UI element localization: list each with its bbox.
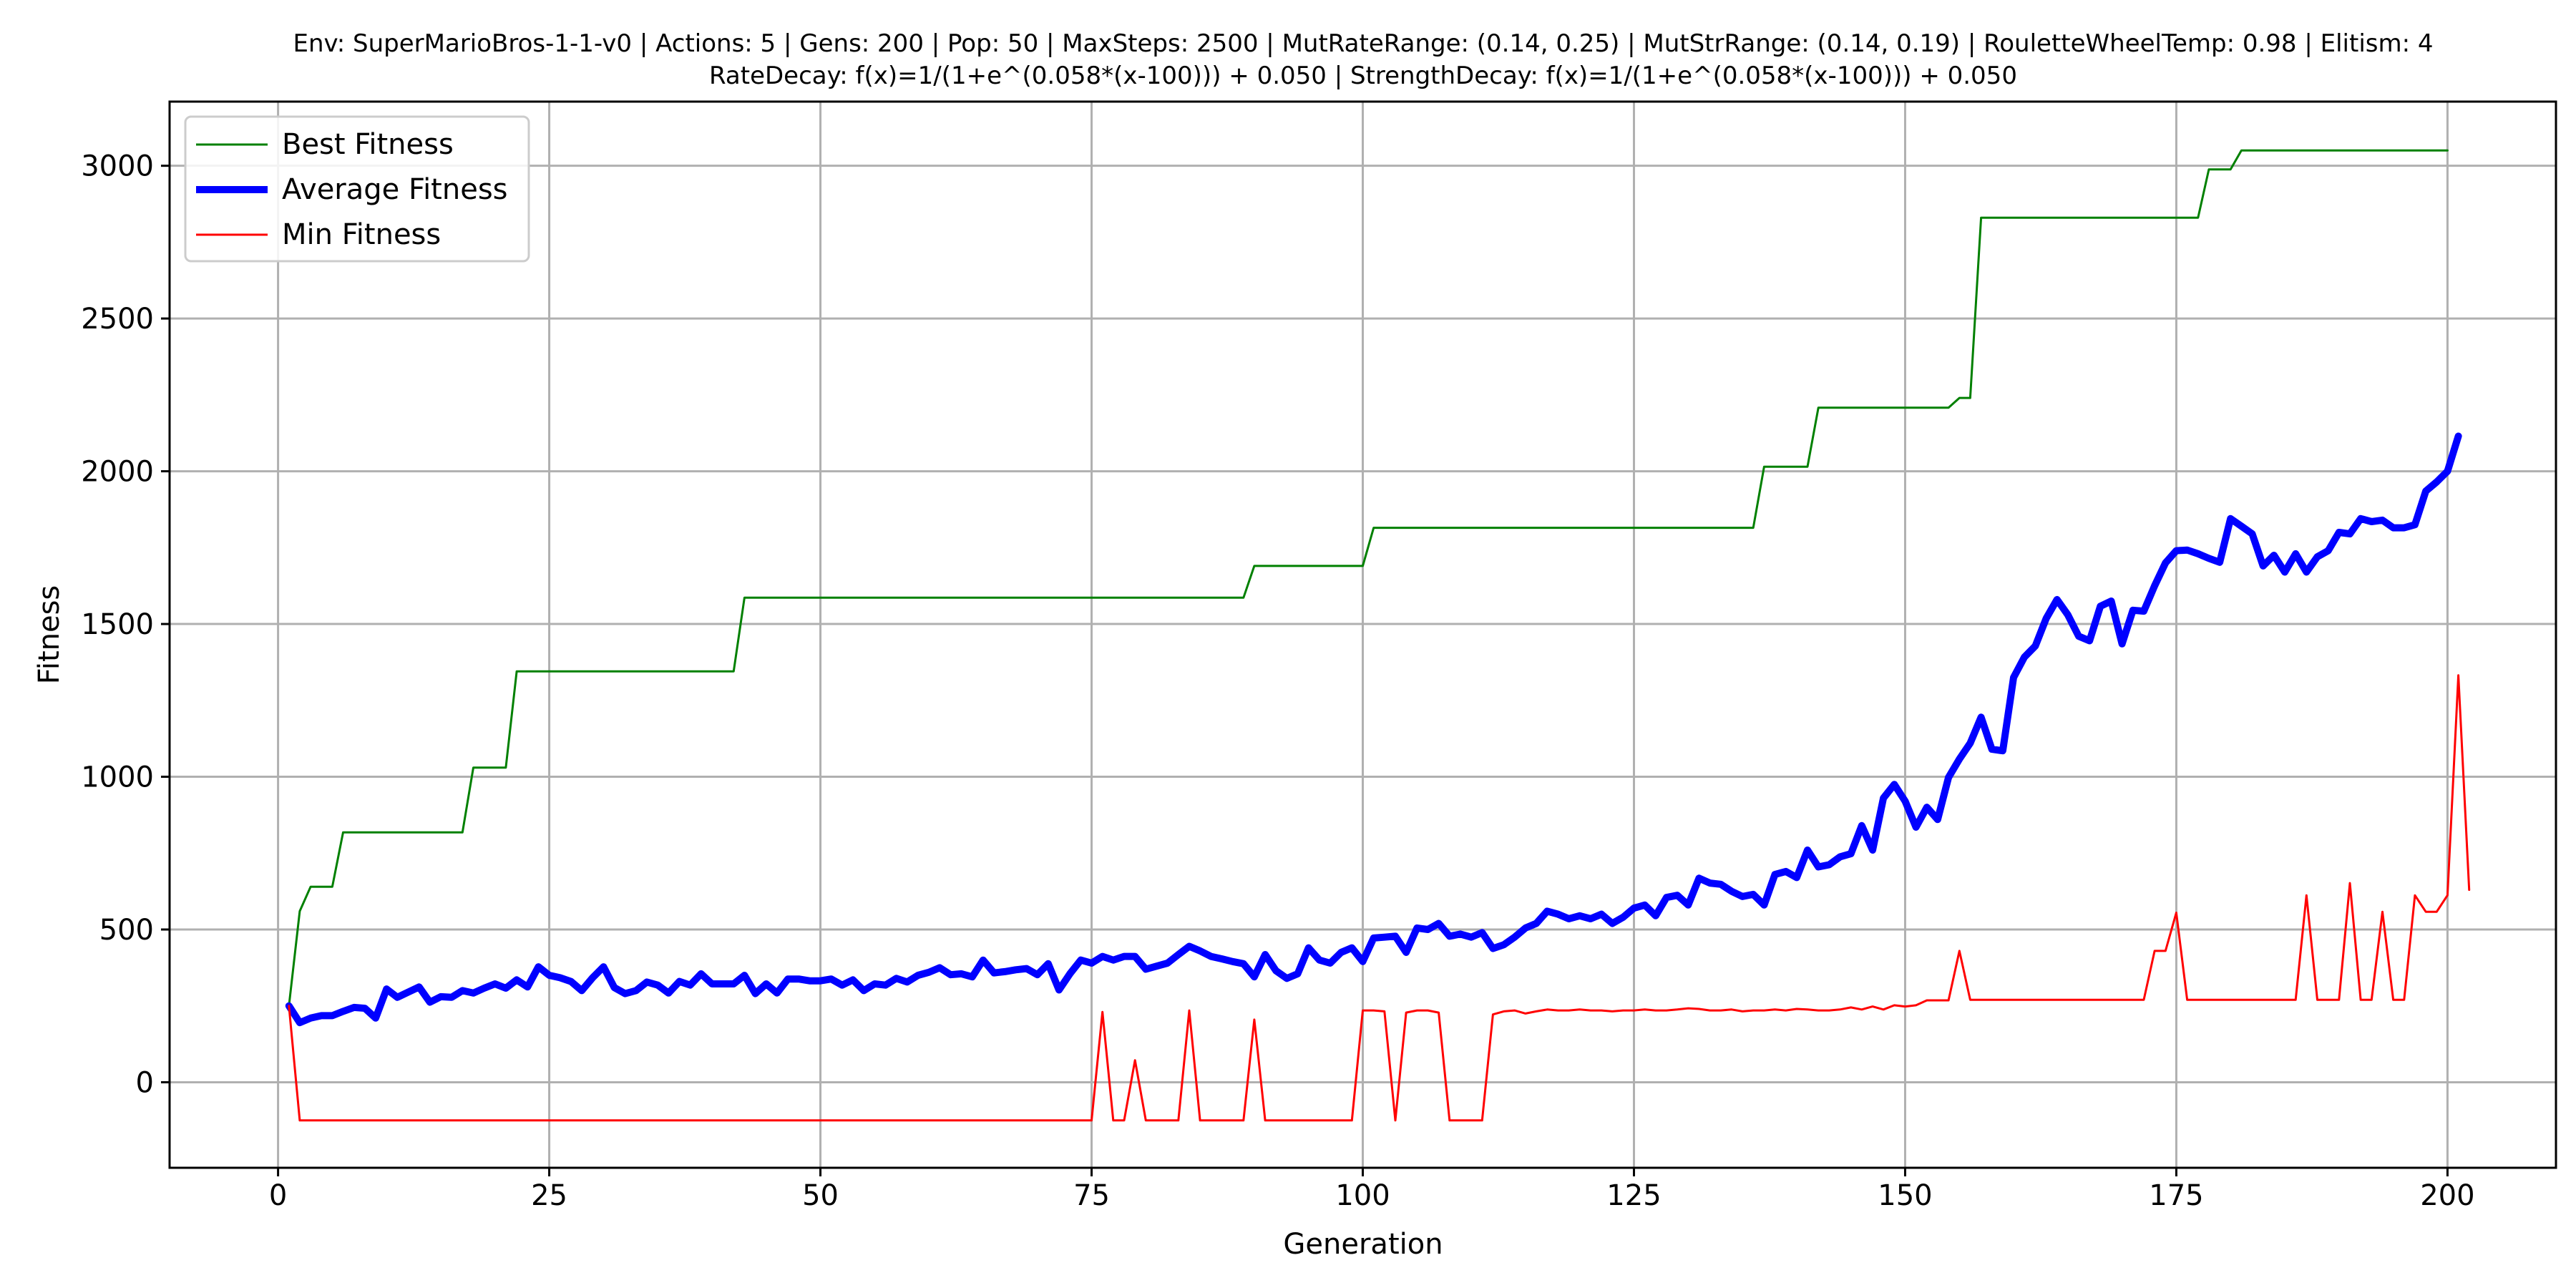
series-lines — [285, 149, 2471, 1122]
y-tick-label: 500 — [99, 914, 154, 947]
x-tick-label: 125 — [1606, 1179, 1661, 1212]
axis-ticks: 0 25 50 75 100 125 150 175 200050010001500200025… — [81, 150, 2474, 1212]
grid — [170, 102, 2556, 1168]
series-line-min-fitness — [288, 674, 2471, 1122]
series-line-best-fitness — [288, 149, 2449, 1008]
y-tick-label: 2000 — [81, 456, 154, 489]
x-tick-label: 200 — [2420, 1179, 2474, 1212]
x-tick-label: 100 — [1335, 1179, 1390, 1212]
x-tick-label: 175 — [2149, 1179, 2203, 1212]
legend-label-average-fitness: Average Fitness — [282, 173, 508, 206]
legend: Best Fitness Average Fitness Min Fitness — [184, 115, 530, 263]
x-tick-label: 25 — [531, 1179, 567, 1212]
legend-label-best-fitness: Best Fitness — [282, 128, 454, 161]
y-axis-label: Fitness — [33, 585, 66, 685]
chart-subtitle: RateDecay: f(x)=1/(1+e^(0.058*(x-100))) … — [709, 62, 2017, 90]
series-line-average-fitness — [285, 432, 2462, 1027]
x-tick-label: 150 — [1878, 1179, 1932, 1212]
y-tick-label: 1500 — [81, 608, 154, 641]
y-tick-label: 1000 — [81, 761, 154, 794]
x-tick-label: 50 — [802, 1179, 839, 1212]
y-tick-label: 0 — [136, 1066, 154, 1099]
legend-label-min-fitness: Min Fitness — [282, 218, 441, 251]
y-tick-label: 3000 — [81, 150, 154, 183]
chart-title: Env: SuperMarioBros-1-1-v0 | Actions: 5 … — [293, 29, 2433, 58]
x-tick-label: 75 — [1073, 1179, 1110, 1212]
x-axis-label: Generation — [1283, 1228, 1443, 1261]
legend-frame — [184, 115, 530, 263]
y-tick-label: 2500 — [81, 303, 154, 336]
x-tick-label: 0 — [269, 1179, 287, 1212]
